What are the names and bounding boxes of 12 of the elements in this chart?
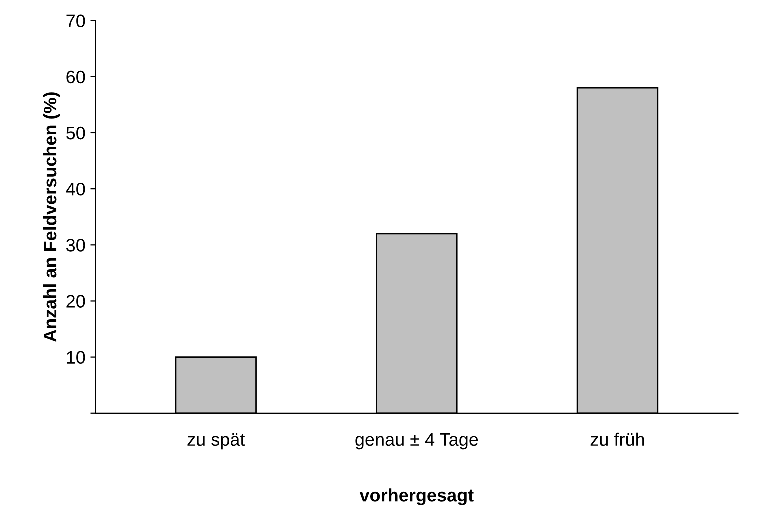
x-tick-label: zu früh (590, 432, 644, 446)
x-axis-title: vorhergesagt (360, 488, 474, 506)
y-tick-label: 40 (66, 182, 86, 196)
x-tick-label: genau ± 4 Tage (356, 434, 478, 450)
y-tick-label: 20 (66, 295, 86, 308)
y-tick-label: 10 (67, 351, 86, 364)
x-tick-label: zu spät (188, 434, 246, 450)
y-tick-label: 70 (66, 14, 86, 28)
y-tick-label: 30 (66, 239, 86, 252)
y-tick-label: 50 (66, 126, 86, 140)
y-tick-label: 60 (66, 70, 86, 84)
y-axis-title: Anzahl an Feldversuchen (%) (43, 92, 60, 342)
